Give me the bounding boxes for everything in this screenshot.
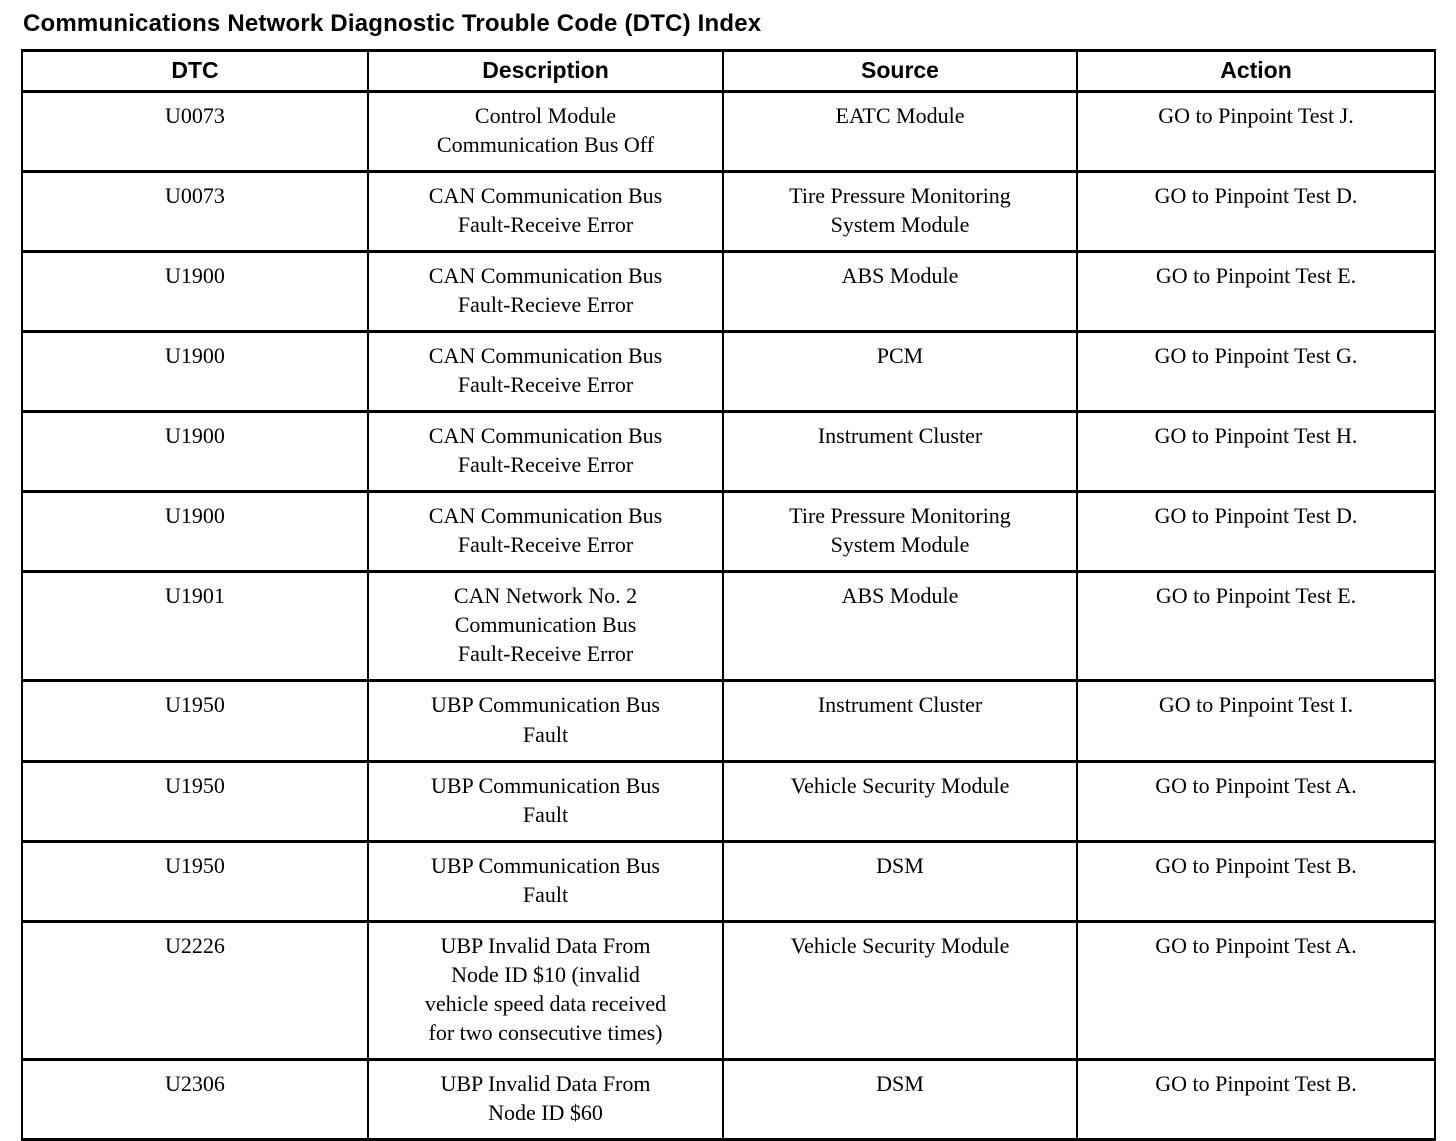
table-row: U1900 CAN Communication Bus Fault-Receive… [21,330,1436,414]
cell-description: CAN Communication Bus Fault-Recieve Erro… [367,250,724,334]
table-row: U1900 CAN Communication Bus Fault-Receive… [21,490,1436,574]
table-row: U1901 CAN Network No. 2 Communication Bus… [21,570,1436,683]
cell-action: GO to Pinpoint Test G. [1076,330,1436,414]
cell-action: GO to Pinpoint Test A. [1076,919,1436,1061]
cell-action: GO to Pinpoint Test D. [1076,490,1436,574]
cell-description: CAN Network No. 2 Communication Bus Faul… [367,570,724,683]
cell-action: GO to Pinpoint Test J. [1076,89,1436,174]
column-header-action: Action [1076,49,1436,93]
cell-source: Tire Pressure Monitoring System Module [722,490,1078,574]
column-header-source: Source [722,49,1078,93]
cell-source: Instrument Cluster [722,410,1078,494]
cell-dtc: U1900 [21,330,369,414]
cell-source: ABS Module [722,570,1078,683]
cell-source: Tire Pressure Monitoring System Module [722,170,1078,254]
dtc-table-body: U0073 Control Module Communication Bus Of… [21,89,1436,1141]
cell-action: GO to Pinpoint Test H. [1076,410,1436,494]
table-row: U0073 CAN Communication Bus Fault-Receive… [21,170,1436,254]
cell-description: UBP Invalid Data From Node ID $60 [367,1057,724,1141]
table-row: U2306 UBP Invalid Data From Node ID $60 DS… [21,1057,1436,1141]
cell-action: GO to Pinpoint Test E. [1076,250,1436,334]
cell-description: UBP Invalid Data From Node ID $10 (inval… [367,919,724,1061]
cell-action: GO to Pinpoint Test I. [1076,679,1436,763]
cell-description: UBP Communication Bus Fault [367,839,724,923]
cell-action: GO to Pinpoint Test E. [1076,570,1436,683]
cell-action: GO to Pinpoint Test B. [1076,1057,1436,1141]
cell-dtc: U1900 [21,490,369,574]
cell-dtc: U1950 [21,679,369,763]
cell-action: GO to Pinpoint Test D. [1076,170,1436,254]
dtc-index-table: DTC Description Source Action U0073 Contr… [21,49,1436,1141]
cell-action: GO to Pinpoint Test A. [1076,759,1436,843]
cell-source: DSM [722,839,1078,923]
cell-source: Instrument Cluster [722,679,1078,763]
cell-description: CAN Communication Bus Fault-Receive Erro… [367,490,724,574]
column-header-dtc: DTC [21,49,369,93]
column-header-description: Description [367,49,724,93]
cell-dtc: U2226 [21,919,369,1061]
cell-dtc: U0073 [21,170,369,254]
cell-dtc: U1950 [21,839,369,923]
cell-description: UBP Communication Bus Fault [367,759,724,843]
table-row: U1950 UBP Communication Bus Fault Vehicle … [21,759,1436,843]
cell-description: Control Module Communication Bus Off [367,89,724,174]
cell-source: EATC Module [722,89,1078,174]
cell-source: ABS Module [722,250,1078,334]
table-row: U0073 Control Module Communication Bus Of… [21,89,1436,174]
table-row: U1900 CAN Communication Bus Fault-Recieve… [21,250,1436,334]
table-row: U1900 CAN Communication Bus Fault-Receive… [21,410,1436,494]
table-row: U1950 UBP Communication Bus Fault Instrume… [21,679,1436,763]
cell-dtc: U2306 [21,1057,369,1141]
cell-dtc: U0073 [21,89,369,174]
table-row: U1950 UBP Communication Bus Fault DSM GO to… [21,839,1436,923]
cell-action: GO to Pinpoint Test B. [1076,839,1436,923]
cell-description: CAN Communication Bus Fault-Receive Erro… [367,330,724,414]
page-title: Communications Network Diagnostic Troubl… [23,10,762,37]
cell-source: PCM [722,330,1078,414]
cell-source: Vehicle Security Module [722,759,1078,843]
table-header-row: DTC Description Source Action [21,49,1436,93]
cell-dtc: U1950 [21,759,369,843]
cell-dtc: U1900 [21,250,369,334]
cell-dtc: U1900 [21,410,369,494]
cell-source: DSM [722,1057,1078,1141]
cell-description: UBP Communication Bus Fault [367,679,724,763]
cell-description: CAN Communication Bus Fault-Receive Erro… [367,410,724,494]
cell-dtc: U1901 [21,570,369,683]
table-row: U2226 UBP Invalid Data From Node ID $10 (… [21,919,1436,1061]
cell-description: CAN Communication Bus Fault-Receive Erro… [367,170,724,254]
cell-source: Vehicle Security Module [722,919,1078,1061]
